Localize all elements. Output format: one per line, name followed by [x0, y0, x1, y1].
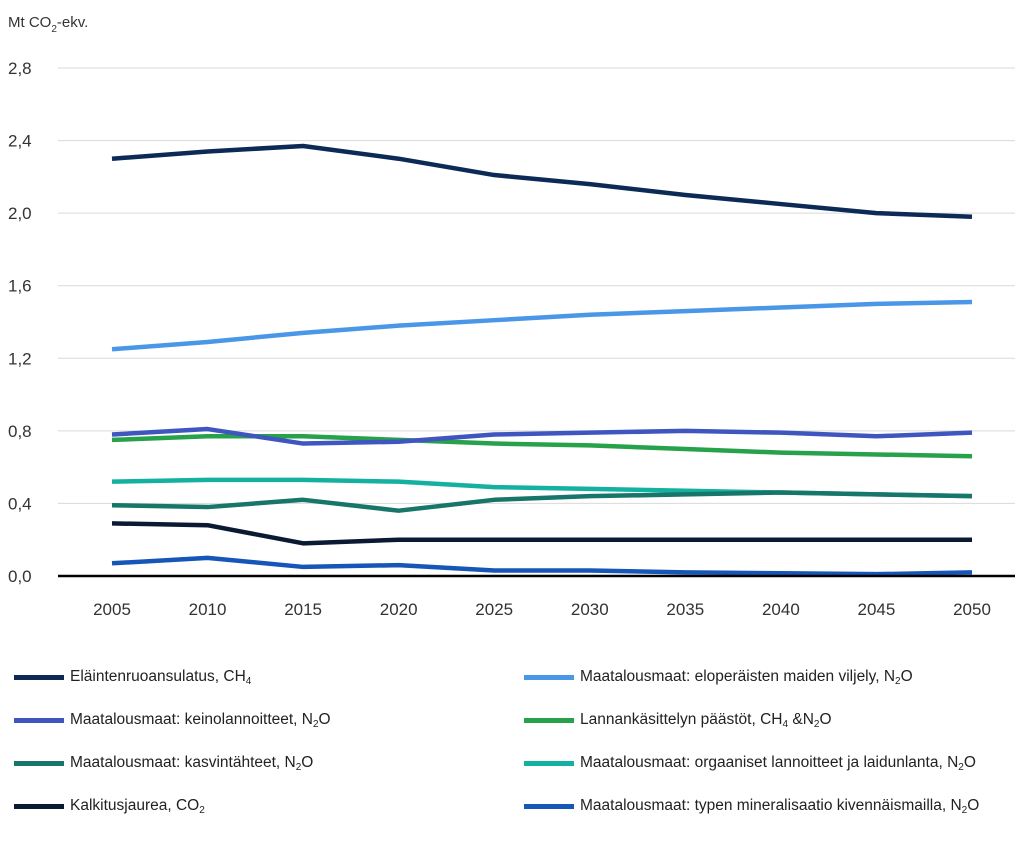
- y-tick-label: 0,4: [8, 494, 32, 513]
- x-tick-label: 2045: [858, 600, 896, 619]
- legend: Eläintenruoansulatus, CH4 Maatalousmaat: …: [0, 652, 1017, 843]
- x-tick-label: 2050: [953, 600, 991, 619]
- legend-label: Maatalousmaat: eloperäisten maiden vilje…: [580, 667, 913, 687]
- unit-pre: Mt CO: [8, 14, 51, 31]
- legend-swatch: [14, 717, 64, 723]
- legend-swatch: [524, 674, 574, 680]
- x-tick-label: 2025: [475, 600, 513, 619]
- legend-item: Maatalousmaat: orgaaniset lannoitteet ja…: [524, 748, 976, 778]
- y-tick-label: 0,0: [8, 567, 32, 586]
- legend-swatch: [14, 803, 64, 809]
- y-tick-label: 2,8: [8, 59, 32, 78]
- legend-item: Maatalousmaat: eloperäisten maiden vilje…: [524, 662, 913, 692]
- legend-item: Lannankäsittelyn päästöt, CH4 &N2O: [524, 705, 832, 735]
- series-line: [111, 143, 973, 220]
- x-tick-label: 2040: [762, 600, 800, 619]
- series-line: [111, 426, 973, 446]
- series-line: [111, 299, 973, 352]
- unit-sub: 2: [51, 24, 57, 35]
- legend-swatch: [524, 717, 574, 723]
- x-tick-label: 2020: [380, 600, 418, 619]
- legend-item: Eläintenruoansulatus, CH4: [14, 662, 251, 692]
- x-tick-label: 2005: [93, 600, 131, 619]
- legend-label: Maatalousmaat: typen mineralisaatio kive…: [580, 796, 980, 816]
- line-chart: Mt CO2-ekv. 0,0 0,4 0,8 1,2 1,6 2,0 2,4 2,8 200…: [8, 14, 1015, 619]
- x-tick-label: 2035: [666, 600, 704, 619]
- legend-label: Kalkitusjaurea, CO2: [70, 796, 205, 816]
- y-tick-label: 0,8: [8, 422, 32, 441]
- legend-swatch: [524, 760, 574, 766]
- legend-swatch: [14, 674, 64, 680]
- x-tick-label: 2015: [284, 600, 322, 619]
- unit-post: -ekv.: [57, 14, 88, 31]
- legend-label: Maatalousmaat: kasvintähteet, N2O: [70, 753, 314, 773]
- legend-item: Maatalousmaat: keinolannoitteet, N2O: [14, 705, 331, 735]
- x-tick-label: 2030: [571, 600, 609, 619]
- y-tick-label: 1,6: [8, 277, 32, 296]
- legend-label: Lannankäsittelyn päästöt, CH4 &N2O: [580, 710, 832, 730]
- legend-item: Maatalousmaat: typen mineralisaatio kive…: [524, 791, 979, 821]
- series-line: [111, 555, 973, 577]
- legend-label: Eläintenruoansulatus, CH4: [70, 667, 252, 687]
- legend-label: Maatalousmaat: orgaaniset lannoitteet ja…: [580, 753, 976, 773]
- series-line: [111, 434, 973, 459]
- legend-swatch: [14, 760, 64, 766]
- legend-item: Maatalousmaat: kasvintähteet, N2O: [14, 748, 313, 778]
- legend-swatch: [524, 803, 574, 809]
- legend-label: Maatalousmaat: keinolannoitteet, N2O: [70, 710, 331, 730]
- x-tick-label: 2010: [189, 600, 227, 619]
- y-tick-label: 1,2: [8, 349, 32, 368]
- y-axis-unit-label: Mt CO2-ekv.: [8, 14, 88, 35]
- y-tick-label: 2,0: [8, 204, 32, 223]
- series-line: [111, 490, 973, 513]
- y-tick-label: 2,4: [8, 132, 32, 151]
- legend-item: Kalkitusjaurea, CO2: [14, 791, 205, 821]
- series-line: [111, 521, 972, 546]
